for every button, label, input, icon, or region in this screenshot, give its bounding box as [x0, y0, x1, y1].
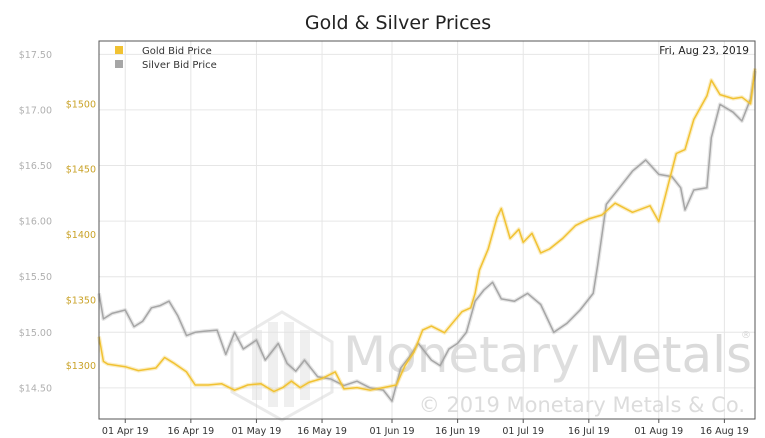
date-label: Fri, Aug 23, 2019 [659, 45, 749, 57]
x-tick-label: 01 Jun 19 [369, 426, 414, 437]
legend-swatch-gold [115, 46, 123, 54]
right-tick-label: $1450 [66, 165, 96, 176]
x-tick-label: 16 Aug 19 [700, 426, 749, 437]
legend-swatch-silver [115, 60, 123, 68]
left-tick-label: $15.00 [19, 328, 52, 339]
left-tick-label: $16.50 [19, 161, 52, 172]
right-tick-label: $1350 [66, 295, 96, 306]
chart-title: Gold & Silver Prices [305, 12, 491, 34]
left-tick-label: $17.50 [19, 50, 52, 61]
x-tick-label: 01 May 19 [232, 426, 282, 437]
x-tick-label: 01 Jul 19 [502, 426, 544, 437]
legend-label-gold: Gold Bid Price [142, 46, 212, 57]
left-tick-label: $16.00 [19, 217, 52, 228]
left-axis: $14.50 $15.00 $15.50 $16.00 $16.50 $17.00 $17.… [19, 50, 52, 395]
left-tick-label: $17.00 [19, 105, 52, 116]
watermark-registered: ® [741, 330, 751, 341]
watermark-brand-right: Metals [588, 326, 752, 384]
x-tick-label: 01 Aug 19 [634, 426, 683, 437]
monetary-metals-logo-icon [230, 310, 334, 422]
x-axis: 01 Apr 19 16 Apr 19 01 May 19 16 May 19 01 J… [102, 419, 749, 437]
left-tick-label: $15.50 [19, 272, 52, 283]
right-tick-label: $1300 [66, 361, 96, 372]
x-tick-label: 01 Apr 19 [102, 426, 149, 437]
right-tick-label: $1400 [66, 230, 96, 241]
legend-label-silver: Silver Bid Price [142, 60, 217, 71]
series-line-silver [98, 70, 756, 402]
watermark: Monetary Metals ® © 2019 Monetary Metals… [230, 310, 752, 422]
legend: Gold Bid Price Silver Bid Price [115, 46, 217, 71]
series-layer [97, 68, 757, 404]
series-line-gold [98, 68, 756, 393]
plot-frame [98, 40, 756, 420]
watermark-copyright: © 2019 Monetary Metals & Co. [419, 393, 745, 417]
x-tick-label: 16 May 19 [297, 426, 347, 437]
right-tick-label: $1500 [66, 99, 96, 110]
left-tick-label: $14.50 [19, 383, 52, 394]
grid [99, 41, 755, 419]
x-tick-label: 16 Jul 19 [568, 426, 610, 437]
watermark-brand-left: Monetary [343, 326, 580, 384]
x-tick-label: 16 Apr 19 [168, 426, 215, 437]
right-axis: $1300 $1350 $1400 $1450 $1500 [66, 99, 96, 372]
x-tick-label: 16 Jun 19 [435, 426, 480, 437]
